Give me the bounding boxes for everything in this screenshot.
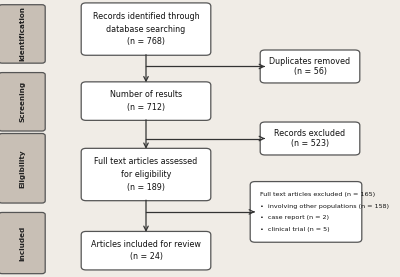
Text: Duplicates removed: Duplicates removed — [270, 57, 350, 66]
Text: Records excluded: Records excluded — [274, 129, 346, 138]
Text: (n = 24): (n = 24) — [130, 252, 162, 261]
FancyBboxPatch shape — [0, 212, 45, 274]
FancyBboxPatch shape — [81, 3, 211, 55]
Text: (n = 56): (n = 56) — [294, 67, 326, 76]
Text: (n = 712): (n = 712) — [127, 103, 165, 112]
Text: for eligibility: for eligibility — [121, 170, 171, 179]
FancyBboxPatch shape — [81, 82, 211, 120]
FancyBboxPatch shape — [250, 182, 362, 242]
Text: Articles included for review: Articles included for review — [91, 240, 201, 249]
FancyBboxPatch shape — [81, 148, 211, 201]
Text: Records identified through: Records identified through — [93, 12, 199, 21]
FancyBboxPatch shape — [260, 50, 360, 83]
Text: Screening: Screening — [19, 81, 25, 122]
Text: database searching: database searching — [106, 25, 186, 34]
Text: (n = 523): (n = 523) — [291, 139, 329, 148]
FancyBboxPatch shape — [260, 122, 360, 155]
FancyBboxPatch shape — [0, 73, 45, 131]
Text: (n = 189): (n = 189) — [127, 183, 165, 192]
FancyBboxPatch shape — [81, 231, 211, 270]
Text: Number of results: Number of results — [110, 91, 182, 99]
Text: •  case report (n = 2): • case report (n = 2) — [260, 215, 329, 220]
Text: (n = 768): (n = 768) — [127, 37, 165, 46]
Text: Full text articles assessed: Full text articles assessed — [94, 157, 198, 166]
Text: •  clinical trial (n = 5): • clinical trial (n = 5) — [260, 227, 330, 232]
Text: •  involving other populations (n = 158): • involving other populations (n = 158) — [260, 204, 389, 209]
FancyBboxPatch shape — [0, 5, 45, 63]
Text: Full text articles excluded (n = 165): Full text articles excluded (n = 165) — [260, 192, 375, 197]
FancyBboxPatch shape — [0, 134, 45, 203]
Text: Eligibility: Eligibility — [19, 149, 25, 188]
Text: Identification: Identification — [19, 6, 25, 61]
Text: Included: Included — [19, 225, 25, 261]
